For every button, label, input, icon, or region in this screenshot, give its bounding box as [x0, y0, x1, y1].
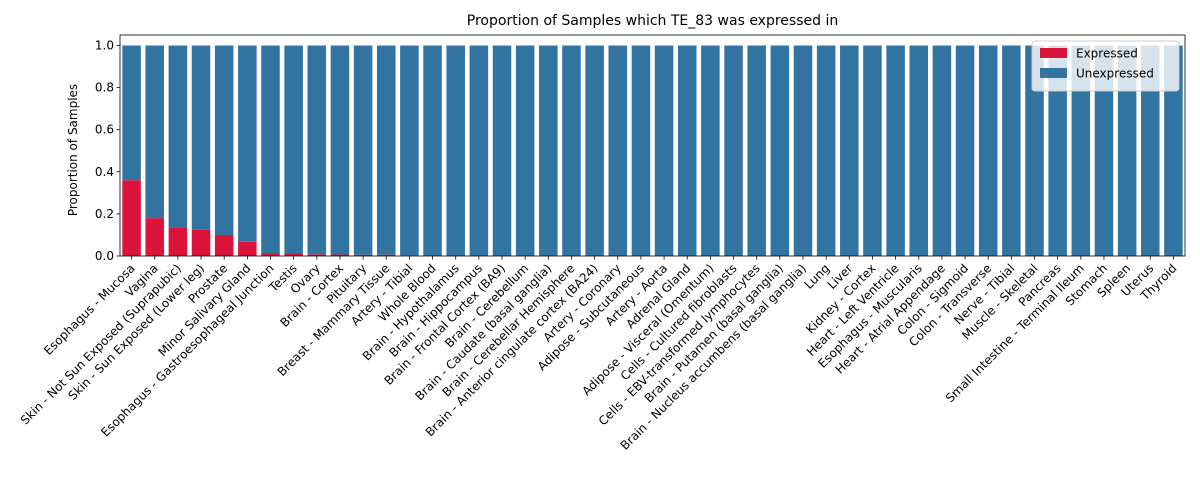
bar-expressed-0: [122, 180, 141, 256]
y-axis-label: Proportion of Samples: [66, 84, 80, 216]
bar-unexpressed-17: [515, 45, 535, 256]
bar-unexpressed-12: [400, 45, 419, 256]
plot-area: [119, 34, 1186, 257]
bar-expressed-6: [261, 253, 280, 256]
bar-unexpressed-27: [747, 45, 766, 256]
bar-expressed-4: [214, 234, 234, 256]
bar-unexpressed-4: [214, 45, 234, 235]
y-tick-label: 1.0: [95, 39, 114, 53]
bar-unexpressed-16: [492, 45, 512, 256]
bar-unexpressed-36: [955, 45, 975, 256]
bar-unexpressed-1: [145, 45, 164, 219]
bar-unexpressed-38: [1002, 45, 1021, 256]
bar-expressed-7: [284, 253, 303, 256]
bar-expressed-12: [400, 255, 419, 256]
legend-swatch-expressed: [1040, 48, 1067, 58]
bar-expressed-8: [307, 254, 327, 256]
legend-swatch-unexpressed: [1040, 68, 1067, 78]
bar-unexpressed-8: [307, 45, 327, 255]
legend-label-expressed: Expressed: [1076, 47, 1138, 61]
bar-unexpressed-26: [724, 45, 743, 256]
chart-title: Proportion of Samples which TE_83 was ex…: [467, 13, 838, 29]
bar-unexpressed-5: [238, 45, 257, 242]
bar-unexpressed-6: [261, 45, 280, 254]
bar-unexpressed-41: [1071, 45, 1091, 256]
bar-unexpressed-30: [816, 45, 836, 256]
bar-unexpressed-20: [585, 45, 604, 256]
y-axis: 0.0 0.2 0.4 0.6 0.8 1.0: [95, 39, 120, 263]
bar-expressed-11: [376, 254, 396, 256]
bar-unexpressed-37: [978, 45, 998, 256]
bar-unexpressed-25: [701, 45, 720, 256]
bar-unexpressed-18: [539, 45, 558, 256]
y-tick-label: 0.8: [95, 81, 114, 95]
bar-unexpressed-35: [932, 45, 952, 256]
bar-unexpressed-15: [469, 45, 489, 256]
bar-unexpressed-10: [353, 45, 373, 255]
legend: Expressed Unexpressed: [1031, 40, 1180, 92]
bar-unexpressed-43: [1117, 45, 1137, 256]
plot-frame: [119, 34, 1186, 257]
bar-unexpressed-29: [793, 45, 813, 256]
bar-expressed-1: [145, 218, 164, 256]
bar-expressed-5: [238, 241, 257, 256]
bar-unexpressed-2: [168, 45, 188, 228]
legend-box: [1031, 40, 1180, 92]
bar-unexpressed-3: [191, 45, 211, 230]
bar-unexpressed-44: [1141, 45, 1160, 256]
bar-unexpressed-34: [909, 45, 929, 256]
bar-unexpressed-9: [330, 45, 350, 255]
y-tick-label: 0.0: [95, 249, 114, 263]
bar-unexpressed-42: [1094, 45, 1114, 256]
bar-expressed-3: [191, 229, 211, 256]
bar-unexpressed-7: [284, 45, 303, 254]
y-tick-label: 0.2: [95, 207, 114, 221]
bar-unexpressed-28: [770, 45, 790, 256]
bar-unexpressed-21: [608, 45, 628, 256]
bar-unexpressed-45: [1164, 45, 1183, 256]
bar-unexpressed-11: [376, 45, 396, 255]
bar-unexpressed-31: [840, 45, 859, 256]
legend-label-unexpressed: Unexpressed: [1076, 67, 1154, 81]
bar-unexpressed-32: [863, 45, 882, 256]
bar-expressed-2: [168, 227, 188, 256]
bar-unexpressed-24: [677, 45, 697, 256]
y-tick-label: 0.4: [95, 165, 114, 179]
bar-unexpressed-22: [631, 45, 651, 256]
bar-unexpressed-19: [562, 45, 581, 256]
bar-unexpressed-14: [446, 45, 465, 256]
bar-unexpressed-33: [886, 45, 905, 256]
bar-unexpressed-39: [1025, 45, 1044, 256]
y-tick-label: 0.6: [95, 123, 114, 137]
bar-unexpressed-13: [423, 45, 442, 256]
bar-unexpressed-40: [1048, 45, 1067, 256]
bar-expressed-9: [330, 254, 350, 256]
bar-unexpressed-23: [654, 45, 674, 256]
bar-expressed-10: [353, 254, 373, 256]
bar-unexpressed-0: [122, 45, 141, 181]
